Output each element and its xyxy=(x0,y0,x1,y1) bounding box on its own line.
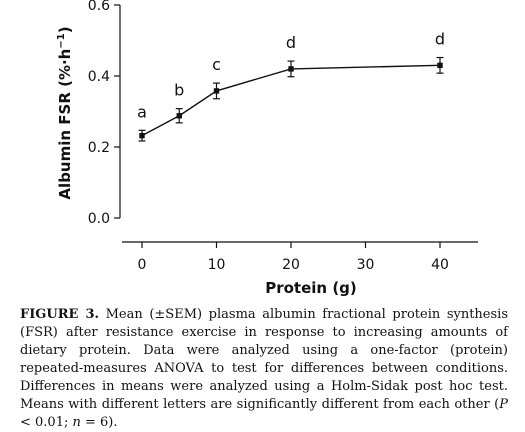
x-tick-label: 40 xyxy=(431,257,449,273)
y-tick-label: 0.4 xyxy=(88,69,110,85)
data-point xyxy=(139,132,145,139)
figure: 0.0 0.2 0.4 0.6 0 10 20 30 40 a b c d d Albumin FSR … xyxy=(56,0,478,297)
y-axis-title-main: Albumin FSR (%·h xyxy=(56,49,74,200)
x-axis-title: Protein (g) xyxy=(265,279,357,297)
caption-text-2: < 0.01; xyxy=(20,415,73,430)
caption-p-symbol: P xyxy=(499,397,508,412)
significance-letter: c xyxy=(212,55,221,74)
significance-letter: b xyxy=(174,81,184,100)
y-tick-label: 0.0 xyxy=(88,211,110,227)
y-axis-title-close: ) xyxy=(56,26,74,33)
data-point xyxy=(437,62,443,69)
y-axis-title-superscript: −1 xyxy=(56,33,67,48)
data-point xyxy=(176,113,182,119)
caption-text-1: Mean (±SEM) plasma albumin fractional pr… xyxy=(20,307,509,412)
significance-letter: d xyxy=(286,33,296,52)
significance-letter: d xyxy=(435,30,445,49)
x-tick-label: 10 xyxy=(208,257,226,273)
significance-letter: a xyxy=(137,102,147,121)
x-tick-label: 30 xyxy=(357,257,375,273)
x-tick-label: 20 xyxy=(282,257,300,273)
y-tick-label: 0.2 xyxy=(88,140,110,156)
y-axis-title: Albumin FSR (%·h−1) xyxy=(56,26,74,199)
data-point xyxy=(213,88,220,94)
data-point xyxy=(288,66,294,72)
axes: 0.0 0.2 0.4 0.6 0 10 20 30 40 xyxy=(88,0,478,273)
x-tick-label: 0 xyxy=(138,257,147,273)
caption-text-3: = 6). xyxy=(80,415,118,430)
caption-label: FIGURE 3. xyxy=(20,307,100,322)
figure-caption: FIGURE 3. Mean (±SEM) plasma albumin fra… xyxy=(20,306,508,432)
albumin-fsr-chart: 0.0 0.2 0.4 0.6 0 10 20 30 40 a b c d d Albumin FSR … xyxy=(56,0,478,297)
data-marks: a b c d d xyxy=(137,30,445,142)
y-tick-label: 0.6 xyxy=(88,0,110,14)
caption-n-symbol: n xyxy=(72,415,81,430)
